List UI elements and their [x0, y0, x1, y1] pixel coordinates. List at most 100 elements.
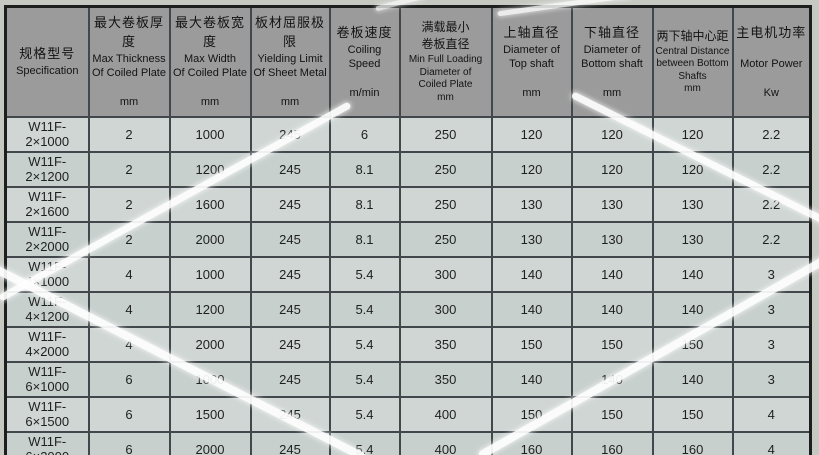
value-cell: 130	[651, 185, 734, 223]
value-cell: 2.2	[731, 115, 812, 153]
header-zh-label: 下轴直径	[583, 24, 640, 40]
value-cell: 250	[398, 115, 493, 153]
header-en-label: Specification	[16, 65, 79, 78]
value-cell: 2	[87, 150, 171, 188]
value-cell: 150	[570, 325, 654, 363]
value-cell: 4	[87, 255, 171, 293]
value-cell: 250	[398, 150, 493, 188]
header-en-label: Max Width Of Coiled Plate mm	[173, 52, 247, 108]
value-cell: 160	[570, 430, 654, 455]
value-cell: 150	[490, 395, 573, 433]
specification-table: 规格型号 Specification 最大卷板厚度 Max Thickness …	[4, 5, 812, 455]
value-cell: 400	[398, 430, 493, 455]
column-header-min-coil-diameter: 满载最小 卷板直径 Min Full Loading Diameter of C…	[398, 5, 493, 118]
value-cell: 1500	[168, 395, 252, 433]
value-cell: 1000	[168, 360, 252, 398]
value-cell: 1200	[168, 290, 252, 328]
value-cell: 350	[398, 360, 493, 398]
value-cell: 5.4	[328, 360, 401, 398]
value-cell: 120	[651, 150, 734, 188]
value-cell: 160	[651, 430, 734, 455]
value-cell: 120	[570, 115, 654, 153]
value-cell: 6	[87, 430, 171, 455]
table-row: W11F-6×1500 6 1500 245 5.4 400 150 150 1…	[4, 395, 812, 433]
value-cell: 245	[249, 220, 331, 258]
value-cell: 1200	[168, 150, 252, 188]
value-cell: 8.1	[328, 220, 401, 258]
value-cell: 2000	[168, 325, 252, 363]
value-cell: 5.4	[328, 255, 401, 293]
value-cell: 5.4	[328, 395, 401, 433]
value-cell: 245	[249, 150, 331, 188]
column-header-max-thickness: 最大卷板厚度 Max Thickness Of Coiled Plate mm	[87, 5, 171, 118]
header-en-label: Diameter of Top shaft mm	[503, 43, 560, 99]
value-cell: 245	[249, 185, 331, 223]
value-cell: 150	[651, 325, 734, 363]
value-cell: 4	[731, 395, 812, 433]
value-cell: 3	[731, 255, 812, 293]
value-cell: 300	[398, 255, 493, 293]
model-cell: W11F-6×1000	[4, 360, 90, 398]
value-cell: 130	[490, 185, 573, 223]
header-zh-label: 卷板速度	[336, 24, 393, 40]
value-cell: 245	[249, 395, 331, 433]
model-cell: W11F-4×1000	[4, 255, 90, 293]
header-zh-label: 板材屈服极限	[254, 15, 325, 49]
value-cell: 1000	[168, 255, 252, 293]
value-cell: 130	[570, 220, 654, 258]
table-header: 规格型号 Specification 最大卷板厚度 Max Thickness …	[4, 5, 812, 118]
value-cell: 120	[651, 115, 734, 153]
value-cell: 1000	[168, 115, 252, 153]
value-cell: 160	[490, 430, 573, 455]
value-cell: 140	[570, 255, 654, 293]
value-cell: 250	[398, 185, 493, 223]
value-cell: 6	[328, 115, 401, 153]
header-zh-label: 上轴直径	[503, 24, 560, 40]
header-zh-label: 主电机功率	[736, 24, 807, 40]
table-row: W11F-6×2000 6 2000 245 5.4 400 160 160 1…	[4, 430, 812, 455]
value-cell: 2	[87, 220, 171, 258]
header-en-label: Coiling Speed m/min	[347, 43, 382, 99]
header-en-label: Central Distance between Bottom Shafts m…	[655, 45, 730, 95]
value-cell: 4	[87, 290, 171, 328]
header-en-label: Min Full Loading Diameter of Coiled Plat…	[408, 54, 483, 103]
table-body: W11F-2×1000 2 1000 245 6 250 120 120 120…	[4, 115, 812, 455]
value-cell: 300	[398, 290, 493, 328]
model-cell: W11F-2×1200	[4, 150, 90, 188]
value-cell: 2	[87, 115, 171, 153]
value-cell: 3	[731, 360, 812, 398]
value-cell: 140	[570, 360, 654, 398]
value-cell: 245	[249, 115, 331, 153]
value-cell: 245	[249, 430, 331, 455]
value-cell: 350	[398, 325, 493, 363]
table-row: W11F-2×2000 2 2000 245 8.1 250 130 130 1…	[4, 220, 812, 258]
value-cell: 2000	[168, 220, 252, 258]
header-en-label: Max Thickness Of Coiled Plate mm	[92, 52, 166, 108]
value-cell: 140	[490, 255, 573, 293]
value-cell: 2000	[168, 430, 252, 455]
value-cell: 2.2	[731, 185, 812, 223]
column-header-top-shaft-diameter: 上轴直径 Diameter of Top shaft mm	[490, 5, 573, 118]
value-cell: 400	[398, 395, 493, 433]
value-cell: 250	[398, 220, 493, 258]
header-row: 规格型号 Specification 最大卷板厚度 Max Thickness …	[4, 5, 812, 118]
value-cell: 150	[570, 395, 654, 433]
header-en-label: Yielding Limit Of Sheet Metal mm	[253, 52, 327, 108]
column-header-coiling-speed: 卷板速度 Coiling Speed m/min	[328, 5, 401, 118]
table-row: W11F-2×1000 2 1000 245 6 250 120 120 120…	[4, 115, 812, 153]
model-cell: W11F-4×2000	[4, 325, 90, 363]
value-cell: 6	[87, 360, 171, 398]
value-cell: 8.1	[328, 185, 401, 223]
value-cell: 1600	[168, 185, 252, 223]
header-zh-label: 满载最小 卷板直径	[421, 20, 470, 52]
value-cell: 3	[731, 325, 812, 363]
model-cell: W11F-2×1000	[4, 115, 90, 153]
value-cell: 4	[87, 325, 171, 363]
model-cell: W11F-4×1200	[4, 290, 90, 328]
value-cell: 120	[490, 150, 573, 188]
value-cell: 140	[490, 360, 573, 398]
value-cell: 245	[249, 290, 331, 328]
model-cell: W11F-6×1500	[4, 395, 90, 433]
value-cell: 8.1	[328, 150, 401, 188]
